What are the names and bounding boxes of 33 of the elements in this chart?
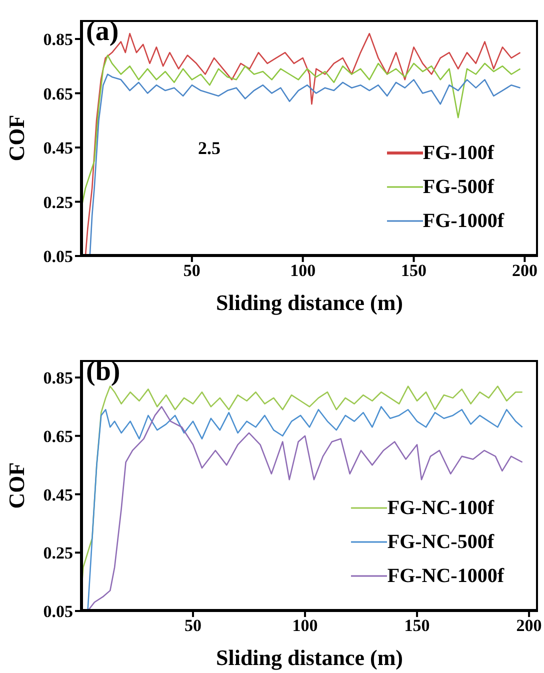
x-tick-label: 50: [183, 261, 200, 280]
x-tick-label: 100: [292, 616, 318, 636]
legend-label: FG-NC-500f: [387, 530, 494, 555]
chart-title: (b): [86, 356, 120, 388]
y-tick-label: 0.65: [43, 84, 73, 104]
y-axis-title: COF: [4, 462, 29, 509]
y-tick-label: 0.05: [43, 247, 73, 266]
legend-label: FG-1000f: [422, 209, 504, 234]
annotation: 2.5: [198, 138, 220, 160]
y-tick-label: 0.65: [43, 426, 73, 446]
y-tick-label: 0.25: [43, 544, 73, 563]
y-tick-label: 0.05: [43, 602, 73, 622]
legend-label: FG-500f: [422, 175, 494, 200]
y-tick-label: 0.85: [43, 368, 73, 388]
legend-label: FG-NC-100f: [387, 496, 494, 521]
line-series: [89, 74, 521, 256]
x-tick-label: 150: [401, 261, 427, 280]
x-tick-label: 50: [184, 616, 202, 636]
legend-label: FG-100f: [422, 141, 494, 166]
x-tick-label: 100: [290, 261, 316, 280]
x-tick-label: 200: [516, 616, 542, 636]
x-axis-title: Sliding distance (m): [216, 290, 404, 315]
x-tick-label: 200: [512, 261, 538, 280]
line-series: [87, 406, 523, 611]
y-tick-label: 0.45: [43, 138, 73, 158]
chart-title: (a): [86, 16, 119, 48]
y-tick-label: 0.45: [43, 485, 73, 504]
x-axis-title: Sliding distance (m): [216, 645, 404, 670]
legend-label: FG-NC-1000f: [387, 564, 504, 589]
y-tick-label: 0.85: [43, 30, 73, 50]
y-tick-label: 0.25: [43, 192, 73, 212]
y-axis-title: COF: [4, 114, 29, 162]
x-tick-label: 150: [404, 616, 430, 636]
